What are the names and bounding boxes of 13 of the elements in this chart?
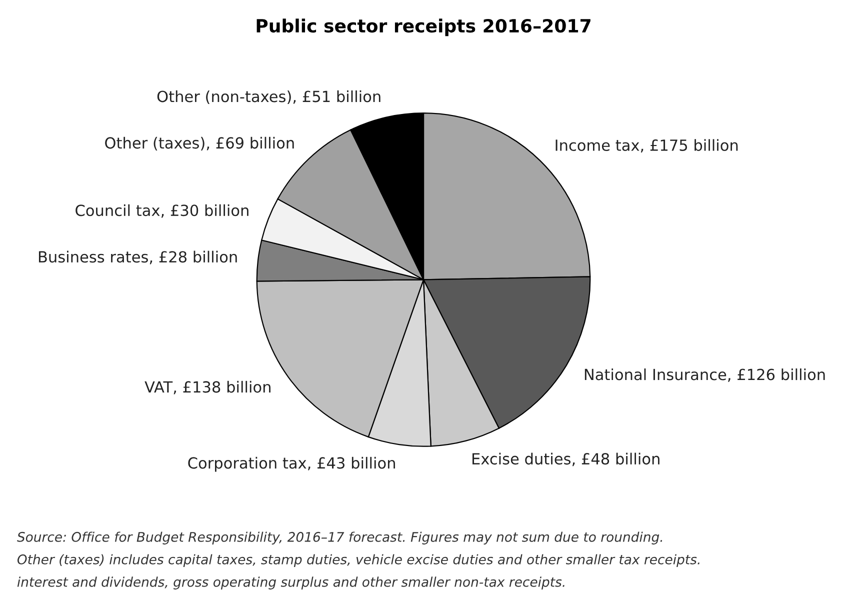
slice-label: Business rates, £28 billion	[38, 250, 237, 264]
text: interest and dividends, gross operating surplus and other smaller non-tax receipts.	[17, 576, 564, 590]
text: Other (taxes) includes capital taxes, stamp duties, vehicle excise duties and other smaller tax receipts.	[17, 554, 700, 567]
chart-title: Public sector receipts 2016–2017	[256, 18, 590, 36]
slice-label: Corporation tax, £43 billion	[188, 456, 395, 472]
slice-label: Council tax, £30 billion	[76, 204, 248, 218]
slice-label: Income tax, £175 billion	[556, 139, 738, 153]
slice-label: Excise duties, £48 billion	[472, 452, 660, 466]
slice-label: National Insurance, £126 billion	[584, 368, 825, 382]
slice-label: VAT, £138 billion	[144, 380, 270, 394]
source-note: Source: Office for Budget Responsibility, 2016–17 forecast. Figures may not sum due to rounding.	[17, 532, 662, 544]
slice-label: Other (non-taxes), £51 billion	[157, 90, 380, 104]
slice-label: Other (taxes), £69 billion	[105, 136, 294, 150]
